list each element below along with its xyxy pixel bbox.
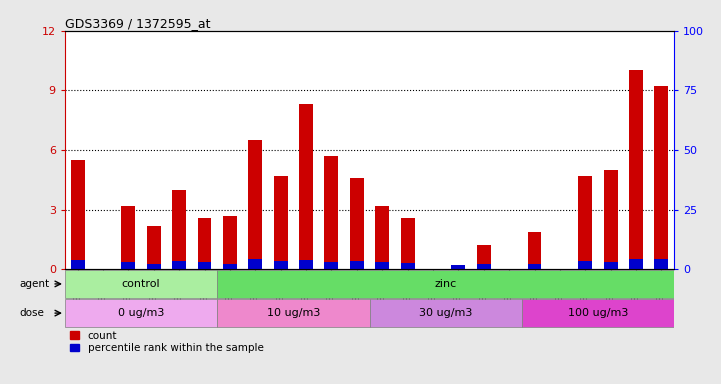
Text: 100 ug/m3: 100 ug/m3 (568, 308, 628, 318)
Bar (65, 299, 217, 327)
Bar (198, 262, 211, 269)
Bar (629, 260, 643, 269)
Bar (477, 264, 491, 269)
Bar (369, 299, 522, 327)
Bar (655, 86, 668, 269)
Bar (324, 156, 338, 269)
Bar (401, 218, 415, 269)
Bar (71, 260, 84, 269)
Legend: count, percentile rank within the sample: count, percentile rank within the sample (70, 331, 264, 353)
Bar (299, 260, 313, 269)
Bar (147, 264, 161, 269)
Bar (172, 262, 186, 269)
Bar (299, 104, 313, 269)
Bar (274, 176, 288, 269)
Bar (223, 264, 237, 269)
Bar (274, 261, 288, 269)
Bar (451, 265, 465, 269)
Bar (578, 262, 592, 269)
Bar (375, 262, 389, 269)
Bar (350, 178, 364, 269)
Text: 10 ug/m3: 10 ug/m3 (267, 308, 320, 318)
Bar (629, 71, 643, 269)
Text: 30 ug/m3: 30 ug/m3 (419, 308, 472, 318)
Text: control: control (122, 279, 160, 289)
Bar (121, 262, 136, 269)
Bar (172, 190, 186, 269)
Bar (65, 270, 217, 298)
Text: GDS3369 / 1372595_at: GDS3369 / 1372595_at (65, 17, 211, 30)
Bar (217, 299, 369, 327)
Bar (198, 218, 211, 269)
Bar (522, 299, 674, 327)
Bar (217, 270, 674, 298)
Bar (71, 160, 84, 269)
Bar (147, 226, 161, 269)
Bar (603, 170, 618, 269)
Bar (375, 206, 389, 269)
Bar (528, 232, 541, 269)
Text: zinc: zinc (435, 279, 457, 289)
Bar (655, 260, 668, 269)
Bar (350, 262, 364, 269)
Text: 0 ug/m3: 0 ug/m3 (118, 308, 164, 318)
Text: agent: agent (19, 279, 49, 289)
Bar (477, 245, 491, 269)
Bar (324, 262, 338, 269)
Bar (401, 263, 415, 269)
Bar (248, 140, 262, 269)
Bar (578, 176, 592, 269)
Bar (223, 216, 237, 269)
Text: dose: dose (19, 308, 44, 318)
Bar (121, 206, 136, 269)
Bar (603, 262, 618, 269)
Bar (248, 260, 262, 269)
Bar (528, 264, 541, 269)
